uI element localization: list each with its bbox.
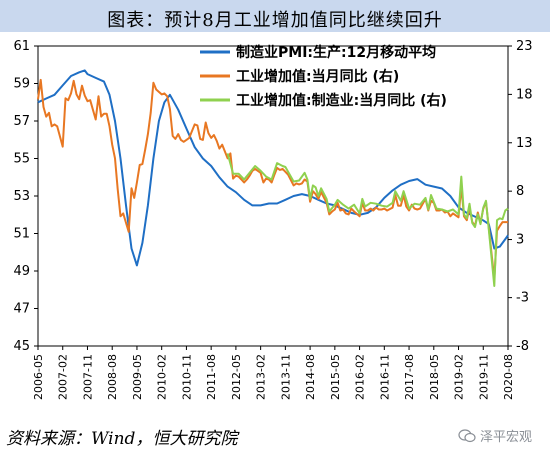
chart: 45 47 49 51 53 55 57 59 61 -8 -3 3 8 13 18 23 2006-05 200… xyxy=(13,39,533,400)
series-line-1 xyxy=(37,69,509,267)
series-line-2 xyxy=(37,78,508,281)
right-axis-tick-label: 13 xyxy=(516,136,533,151)
x-axis-tick-label: 2019-02 xyxy=(453,354,466,400)
x-axis-tick-label: 2013-02 xyxy=(255,354,268,400)
x-axis-tick-label: 2006-05 xyxy=(32,354,45,400)
left-axis-tick-label: 51 xyxy=(13,227,30,242)
x-axis-tick-label: 2019-11 xyxy=(477,354,490,400)
left-axis-tick-label: 59 xyxy=(13,77,30,92)
x-axis-tick-label: 2009-05 xyxy=(131,354,144,400)
title-bar: 图表：预计8月工业增加值同比继续回升 xyxy=(0,0,550,32)
legend-label-2: 工业增加值:当月同比 (右) xyxy=(236,68,399,85)
x-axis-tick-label: 2012-05 xyxy=(230,354,243,400)
x-axis-tick-label: 2010-11 xyxy=(180,354,193,400)
x-axis-tick-label: 2017-08 xyxy=(403,354,416,400)
left-axis-tick-label: 57 xyxy=(13,114,30,129)
x-axis-tick-label: 2013-11 xyxy=(279,354,292,400)
left-axis-tick-label: 55 xyxy=(13,152,30,167)
right-axis-tick-label: -8 xyxy=(516,339,529,354)
legend-label-1: 制造业PMI:生产:12月移动平均 xyxy=(236,44,436,61)
page-title: 图表：预计8月工业增加值同比继续回升 xyxy=(107,10,443,31)
x-axis-tick-label: 2020-08 xyxy=(502,354,515,400)
left-axis-tick-label: 49 xyxy=(13,264,30,279)
x-axis-tick-label: 2015-05 xyxy=(329,354,342,400)
x-axis-tick-label: 2016-11 xyxy=(378,354,391,400)
right-axis-tick-label: 23 xyxy=(516,39,533,54)
right-axis-tick-label: 3 xyxy=(516,233,524,248)
left-axis-tick-label: 53 xyxy=(13,189,30,204)
x-axis-tick-label: 2008-08 xyxy=(106,354,119,400)
x-axis-tick-label: 2014-08 xyxy=(304,354,317,400)
right-axis-tick-label: 8 xyxy=(516,184,524,199)
wechat-icon xyxy=(458,428,476,442)
x-axis-tick-label: 2018-05 xyxy=(428,354,441,400)
watermark-text: 泽平宏观 xyxy=(479,430,532,445)
right-axis-tick-label: -3 xyxy=(516,291,529,306)
source-note: 资料来源：Wind，恒大研究院 xyxy=(6,429,238,449)
left-axis-tick-label: 47 xyxy=(13,302,30,317)
x-axis-tick-label: 2007-02 xyxy=(57,354,70,400)
legend-label-3: 工业增加值:制造业:当月同比 (右) xyxy=(236,92,447,109)
watermark: 泽平宏观 xyxy=(458,426,532,445)
x-axis-tick-label: 2016-02 xyxy=(354,354,367,400)
x-axis-tick-label: 2011-08 xyxy=(205,354,218,400)
right-axis-tick-label: 18 xyxy=(516,87,533,102)
x-axis-tick-label: 2010-02 xyxy=(156,354,169,400)
left-axis-tick-label: 45 xyxy=(13,339,30,354)
left-axis-tick-label: 61 xyxy=(13,39,30,54)
x-axis-tick-label: 2007-11 xyxy=(81,354,94,400)
series-line-3 xyxy=(226,153,509,287)
